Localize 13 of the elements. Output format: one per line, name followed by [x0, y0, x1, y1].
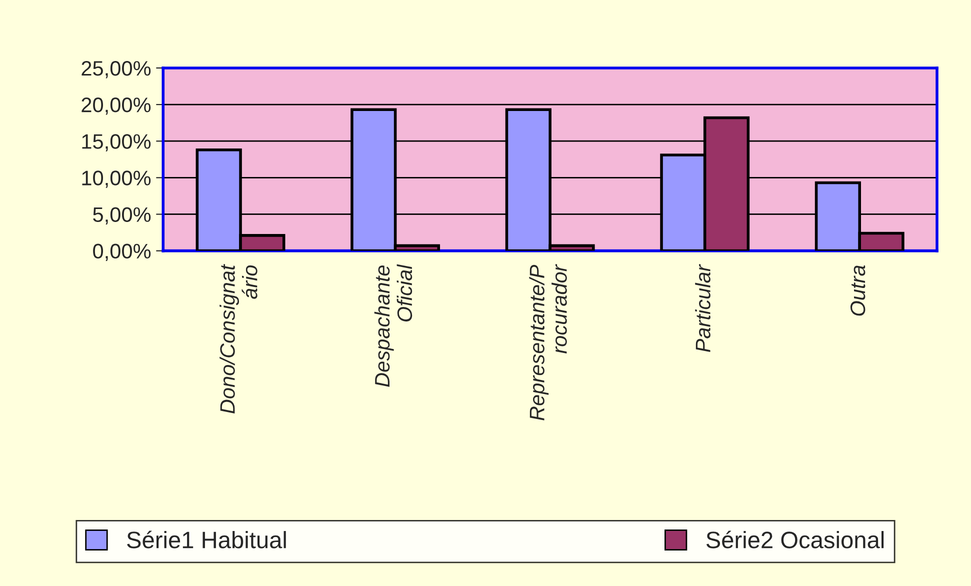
x-tick-label: Dono/Consignat ário — [220, 264, 258, 414]
y-tick-label: 25,00% — [82, 60, 151, 78]
x-tick-label: Particular — [695, 264, 710, 352]
legend-label: Série1 Habitual — [127, 530, 286, 548]
x-tick-label: Despachante Oficial — [374, 264, 412, 387]
y-tick-label: 0,00% — [93, 244, 151, 262]
legend-label: Série2 Ocasional — [706, 530, 884, 548]
y-tick-label: 20,00% — [82, 98, 151, 115]
x-tick-label: Representante/P rocurador — [529, 264, 567, 420]
y-tick-label: 10,00% — [82, 170, 151, 188]
x-tick-label: Outra — [850, 265, 866, 316]
y-tick-label: 5,00% — [93, 207, 151, 224]
y-tick-label: 15,00% — [82, 134, 151, 152]
